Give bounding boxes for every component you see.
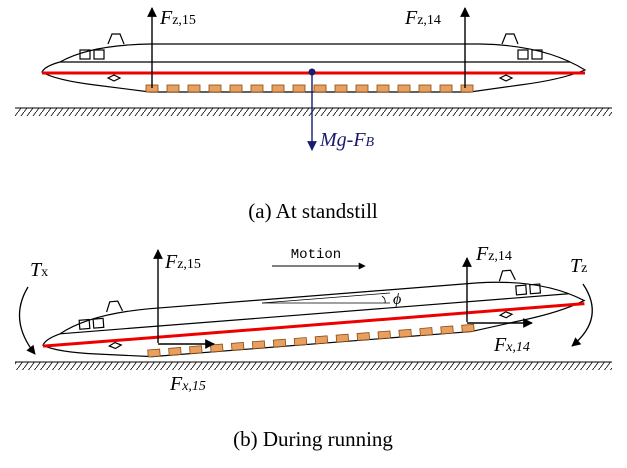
force-label: Fz,14 [475,243,512,265]
panel-b: Tx Tz Fz,15 Fz,14 Fx,14 Fx,15 Motion ϕ (… [15,243,612,451]
motion-label: Motion [291,247,341,263]
force-label: Fx,15 [169,373,206,395]
caption: (b) During running [233,427,393,451]
torque-label: Tz [570,255,587,277]
panel-a: Fz,15 Fz,14 Mg-FB (a) At standstill [15,7,612,223]
force-label: Mg-FB [319,129,375,151]
force-label: Fz,14 [404,7,441,29]
force-label: Fx,14 [493,334,530,356]
caption: (a) At standstill [248,199,378,223]
torque-label: Tx [30,259,48,281]
force-label: Fz,15 [159,7,196,29]
figure: Fz,15 Fz,14 Mg-FB (a) At standstill Tx T… [0,0,627,468]
force-label: Fz,15 [164,251,201,273]
angle-label: ϕ [393,291,401,308]
